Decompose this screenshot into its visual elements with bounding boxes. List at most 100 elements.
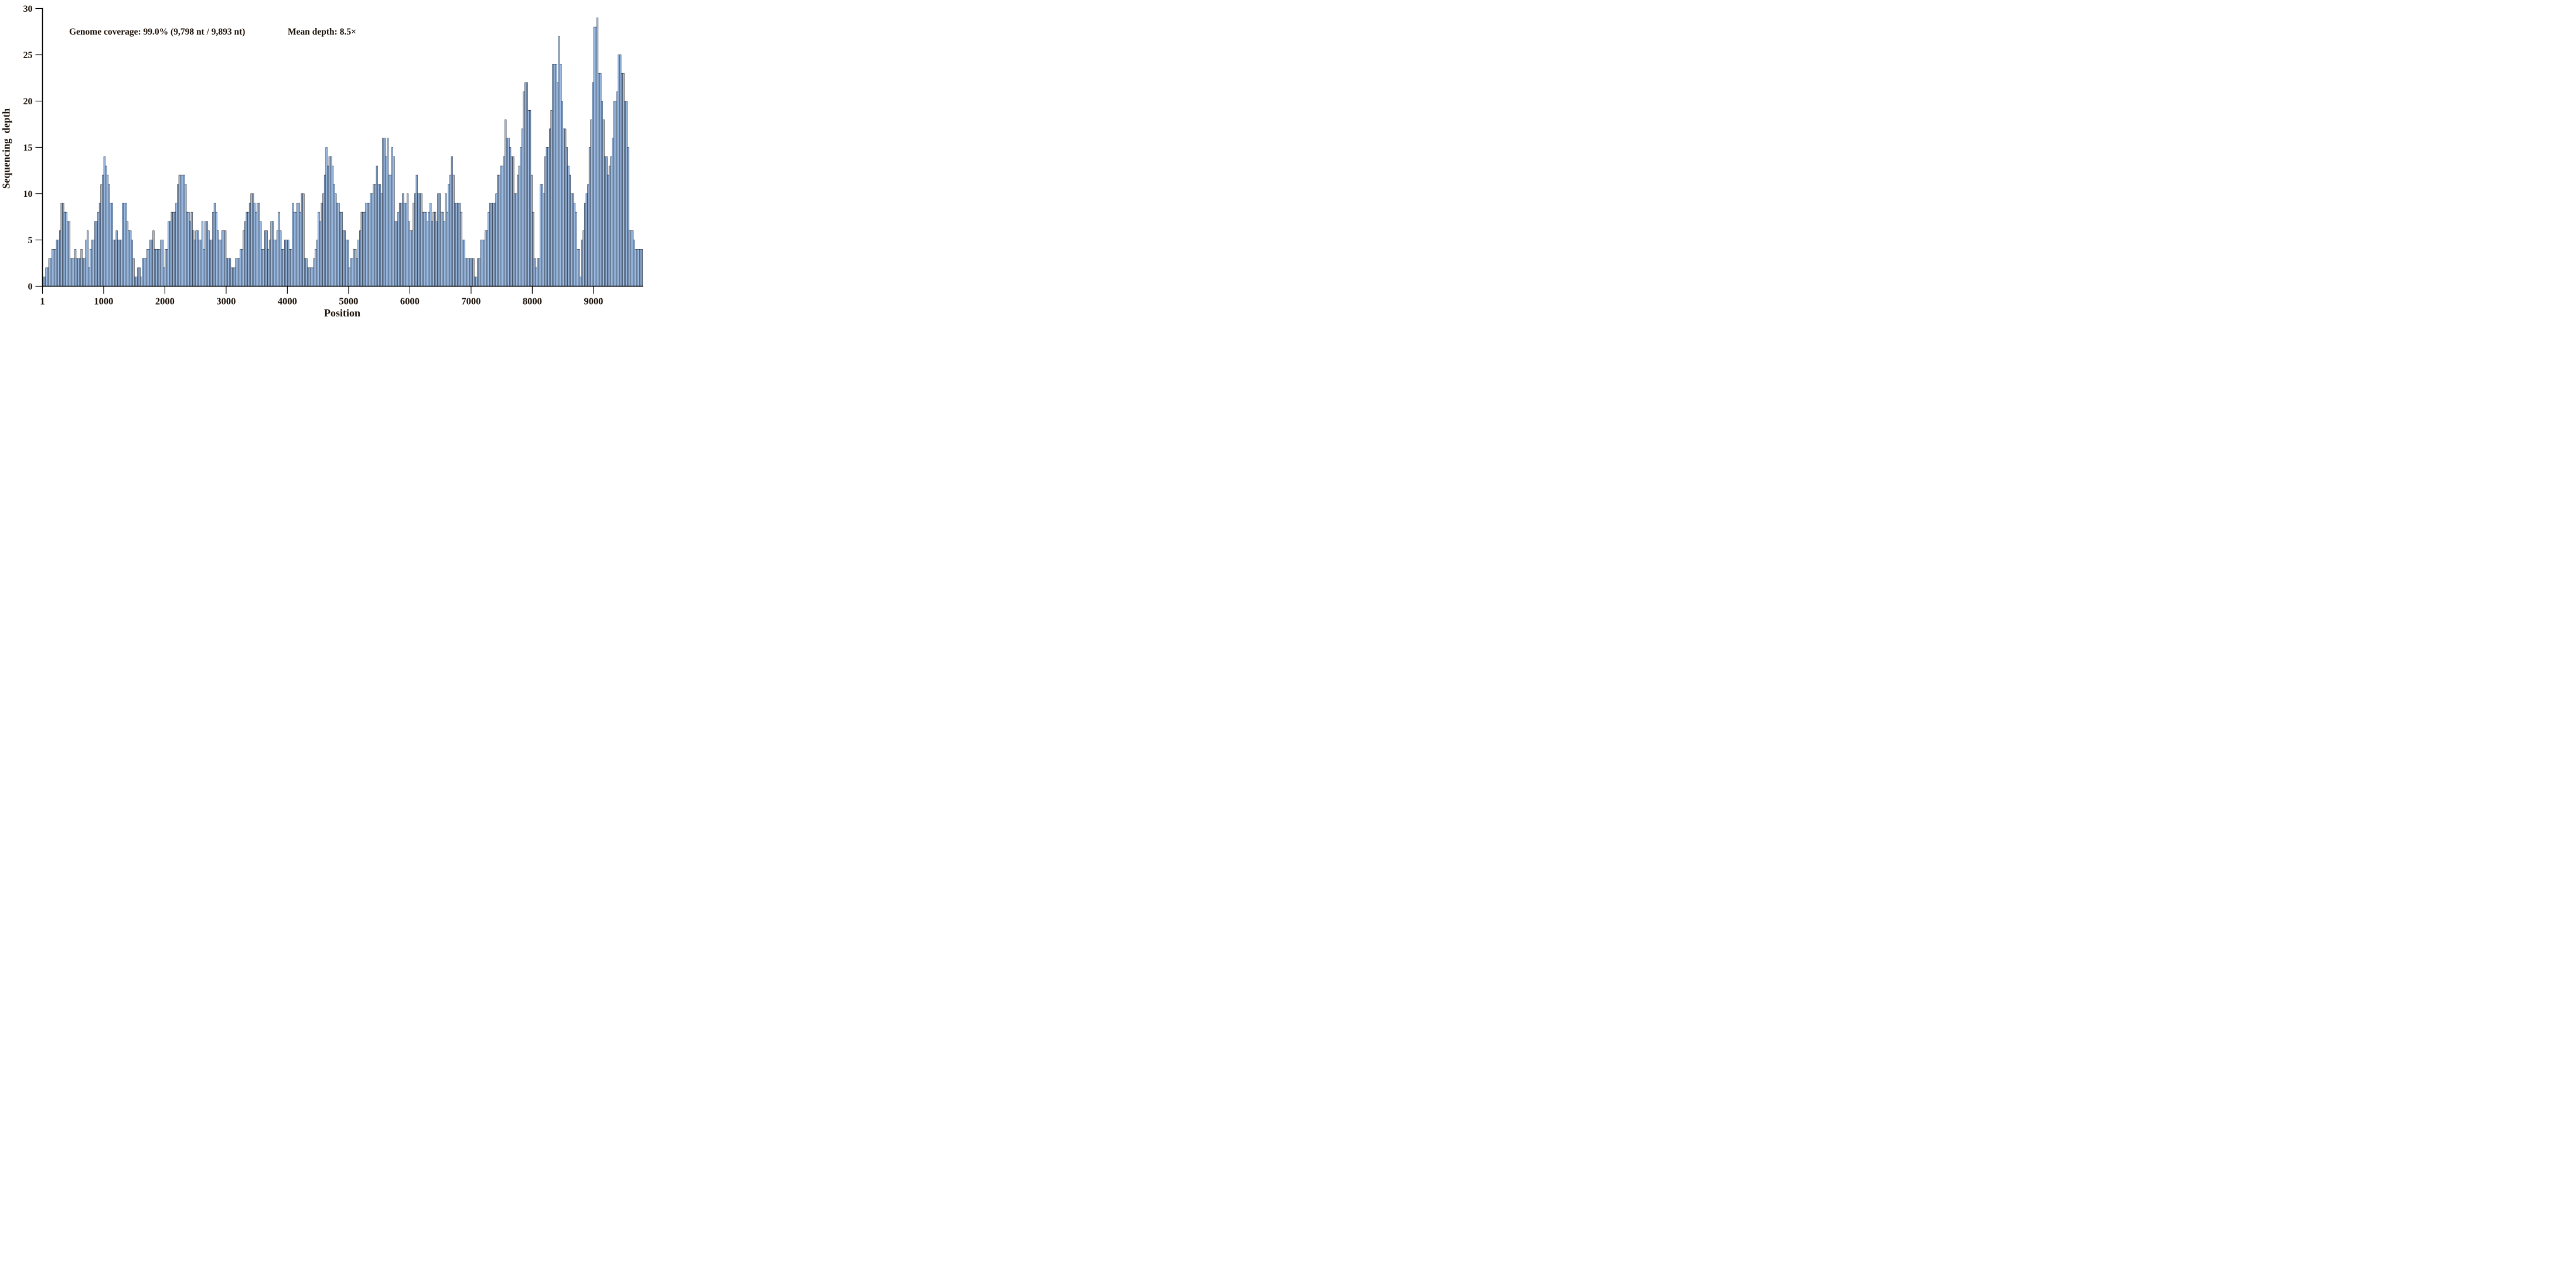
depth-bar	[458, 203, 461, 287]
depth-bar	[572, 193, 574, 287]
depth-bar	[115, 230, 118, 287]
depth-bar	[93, 240, 95, 287]
depth-bar	[255, 212, 257, 287]
depth-bar	[43, 277, 46, 287]
depth-bar	[410, 230, 412, 287]
depth-bar	[218, 240, 220, 287]
depth-bar	[198, 240, 200, 287]
depth-bar	[466, 258, 469, 287]
depth-bar	[448, 184, 450, 287]
depth-bar	[145, 258, 147, 287]
depth-bar	[293, 212, 295, 287]
depth-bar	[209, 240, 212, 287]
depth-bar	[506, 138, 508, 287]
depth-bar	[280, 230, 282, 287]
depth-bar	[396, 221, 398, 287]
depth-bar	[327, 165, 329, 287]
depth-bar	[142, 258, 144, 287]
depth-bar	[148, 249, 150, 287]
depth-bar	[353, 249, 355, 287]
depth-bar	[91, 240, 93, 287]
depth-bar	[529, 110, 531, 287]
depth-bar	[290, 249, 292, 287]
depth-bar	[578, 249, 580, 287]
depth-bar	[193, 240, 196, 287]
depth-bar	[345, 240, 347, 287]
depth-bar	[281, 249, 283, 287]
depth-bar	[188, 212, 190, 287]
x-tick-label: 1000	[94, 296, 113, 307]
depth-bar	[85, 240, 87, 287]
depth-bar	[131, 240, 133, 287]
depth-bar	[457, 203, 459, 287]
x-tick-label: 7000	[461, 296, 481, 307]
depth-bar	[313, 258, 315, 287]
depth-bar	[633, 240, 635, 287]
depth-bar	[250, 193, 253, 287]
depth-bar	[616, 91, 619, 287]
depth-bar	[138, 267, 141, 287]
depth-bar	[573, 203, 575, 287]
depth-bar	[267, 249, 270, 287]
depth-bar	[558, 36, 560, 287]
depth-bar	[625, 101, 628, 287]
depth-bar	[477, 258, 479, 287]
depth-bar	[548, 128, 551, 287]
depth-bar	[155, 249, 158, 287]
depth-bar	[550, 110, 553, 287]
depth-bar	[284, 240, 287, 287]
depth-bar	[509, 147, 512, 287]
x-tick-label: 1	[40, 296, 45, 307]
depth-bar	[475, 277, 478, 287]
depth-bar	[51, 249, 54, 287]
depth-bar	[65, 212, 67, 287]
depth-bar	[518, 165, 520, 287]
depth-bar	[299, 212, 302, 287]
depth-bar	[541, 184, 544, 287]
depth-bar	[103, 156, 105, 287]
depth-bar	[570, 193, 573, 287]
depth-bar	[135, 277, 138, 287]
depth-bar	[387, 138, 389, 287]
y-axis-title: Sequencing depth	[0, 108, 12, 189]
depth-bar	[186, 212, 188, 287]
depth-bar	[368, 203, 370, 287]
depth-bar	[189, 221, 192, 287]
depth-bar	[171, 212, 173, 287]
depth-bar	[296, 203, 299, 287]
depth-bar	[308, 267, 311, 287]
depth-bar	[122, 203, 124, 287]
depth-bar	[339, 212, 342, 287]
depth-bar	[443, 221, 445, 287]
depth-bar	[60, 203, 63, 287]
y-tick-label: 10	[23, 189, 33, 199]
depth-bar	[80, 249, 83, 287]
depth-bar	[319, 221, 322, 287]
depth-bar	[302, 193, 305, 287]
depth-bar	[478, 258, 481, 287]
depth-bar	[126, 221, 129, 287]
depth-bar	[282, 249, 285, 287]
depth-bar	[264, 230, 267, 287]
depth-bar	[577, 249, 579, 287]
depth-bar	[332, 165, 334, 287]
depth-bar	[418, 193, 421, 287]
depth-bar	[87, 230, 89, 287]
y-tick-label: 15	[23, 143, 33, 153]
depth-bar	[201, 221, 204, 287]
depth-bar	[203, 249, 205, 287]
depth-bar	[235, 258, 237, 287]
depth-bar	[105, 165, 107, 287]
depth-bar	[336, 203, 338, 287]
depth-bar	[463, 240, 465, 287]
depth-bar	[263, 249, 265, 287]
depth-bar	[53, 249, 55, 287]
depth-bar	[340, 212, 343, 287]
depth-bar	[237, 258, 239, 287]
depth-bar	[380, 193, 383, 287]
depth-bar	[585, 193, 588, 287]
depth-bar	[108, 184, 110, 287]
y-tick-label: 30	[23, 4, 33, 14]
depth-bar	[510, 156, 513, 287]
depth-bar	[356, 258, 358, 287]
